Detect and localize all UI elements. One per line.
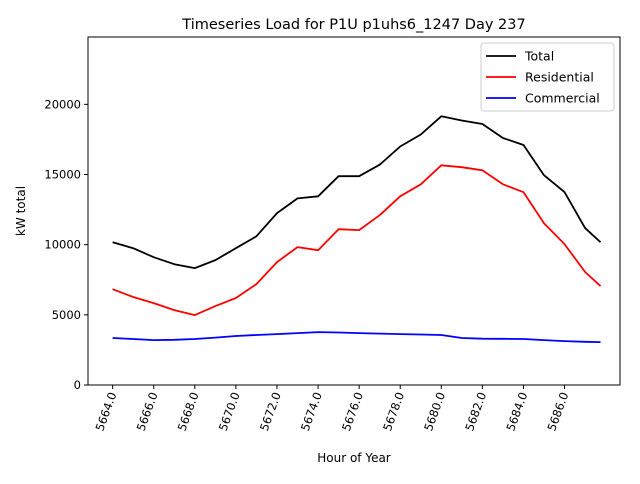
y-tick-label: 15000 <box>44 168 81 182</box>
legend: Total Residential Commercial <box>480 42 615 112</box>
plot-frame <box>87 36 621 386</box>
legend-box <box>480 42 615 112</box>
x-axis-label: Hour of Year <box>317 451 391 465</box>
series-line-commercial <box>112 331 601 343</box>
y-tick-label: 0 <box>74 378 81 392</box>
legend-label: Commercial <box>525 91 600 106</box>
series-line-residential <box>112 164 602 317</box>
series-layer <box>112 115 602 343</box>
chart-title: Timeseries Load for P1U p1uhs6_1247 Day … <box>181 17 525 33</box>
series-line-total <box>112 115 602 270</box>
y-tick-label: 10000 <box>44 238 81 252</box>
y-axis: 0 5000 10000 15000 20000 <box>44 97 88 392</box>
y-axis-label: kW total <box>14 186 28 236</box>
legend-label: Residential <box>525 70 594 85</box>
y-tick-label: 20000 <box>44 97 81 111</box>
legend-label: Total <box>524 49 554 64</box>
y-tick-label: 5000 <box>52 308 81 322</box>
